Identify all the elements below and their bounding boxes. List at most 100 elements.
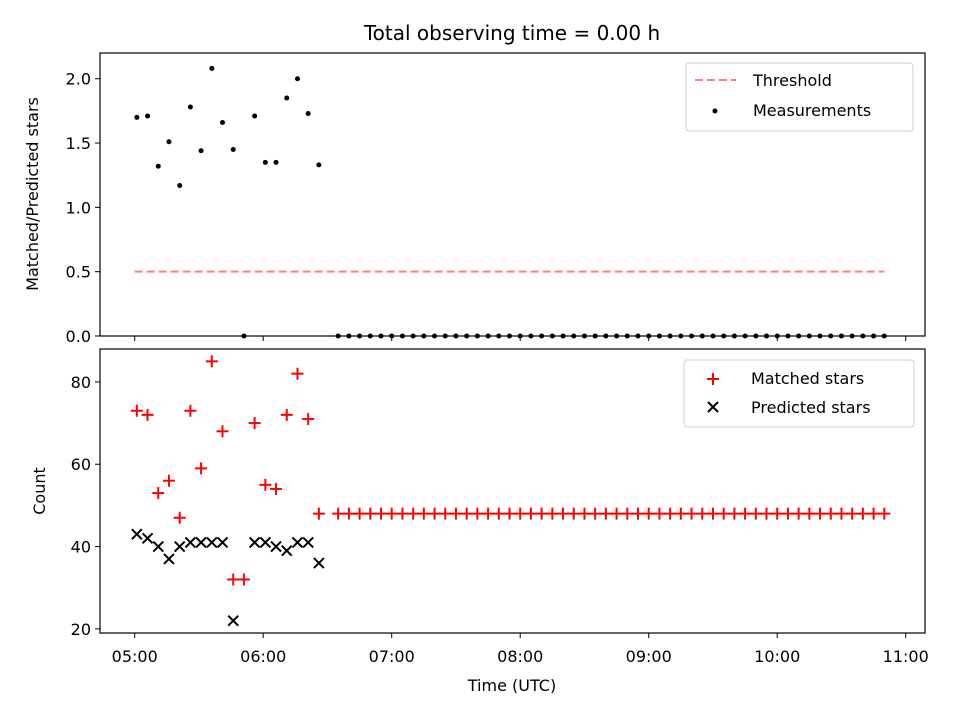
measurement-point	[614, 333, 620, 339]
ratio-y-tick-label: 2.0	[66, 70, 91, 89]
measurement-point	[785, 333, 791, 339]
measurement-point	[635, 333, 641, 339]
ratio-legend: Threshold Measurements	[685, 62, 914, 132]
measurement-point	[603, 333, 609, 339]
predicted-star-point	[206, 536, 218, 549]
measurement-point	[432, 333, 438, 339]
measurements-legend-swatch	[712, 108, 718, 114]
matched-star-point	[195, 462, 208, 475]
measurement-point	[721, 333, 727, 339]
count-plot-frame	[99, 348, 926, 634]
matched-star-point	[130, 404, 143, 417]
matched-star-point	[589, 507, 602, 520]
measurement-point	[817, 333, 823, 339]
matched-star-point	[460, 507, 473, 520]
measurement-point	[453, 333, 459, 339]
x-tick-label: 06:00	[240, 647, 286, 666]
measurement-point	[592, 333, 598, 339]
matched-star-point	[792, 507, 805, 520]
measurement-point	[560, 333, 566, 339]
measurement-point	[764, 333, 770, 339]
matched-star-point	[632, 507, 645, 520]
ratio-plot-frame	[99, 52, 926, 337]
matched-star-point	[856, 507, 869, 520]
measurement-point	[399, 333, 405, 339]
predicted-star-point	[281, 544, 293, 557]
measurement-point	[357, 333, 363, 339]
count-y-tick-label: 80	[71, 373, 91, 392]
matched-star-point	[846, 507, 859, 520]
predicted-star-point	[141, 532, 154, 545]
matched-star-point	[364, 507, 377, 520]
predicted-star-point	[259, 536, 272, 549]
x-tick-label: 05:00	[112, 647, 158, 666]
matched-star-point	[781, 507, 794, 520]
matched-star-point	[312, 507, 325, 520]
measurement-point	[678, 333, 684, 339]
predicted-star-point	[302, 536, 314, 549]
ratio-y-tick-label: 0.5	[66, 263, 91, 282]
predicted-star-point	[195, 536, 207, 549]
matched-star-point	[162, 474, 175, 487]
count-y-axis: 20 40 60 80	[71, 373, 100, 639]
matched-star-point	[878, 507, 891, 520]
measurement-point	[507, 333, 513, 339]
measurement-point	[367, 333, 373, 339]
matched-star-point	[524, 507, 537, 520]
measurement-point	[571, 333, 577, 339]
measurement-point	[220, 119, 226, 125]
measurement-point	[881, 333, 887, 339]
measurement-point	[838, 333, 844, 339]
matched-star-point	[482, 507, 495, 520]
matched-star-point	[835, 507, 848, 520]
count-legend-box	[683, 359, 915, 428]
measurement-point	[284, 95, 290, 101]
matched-legend-swatch	[707, 373, 719, 385]
measurement-point	[166, 139, 172, 145]
measurement-point	[731, 333, 737, 339]
measurement-point	[646, 333, 652, 339]
count-x-axis: 05:00 06:00 07:00 08:00 09:00 10:00 11:00	[112, 633, 929, 666]
ratio-y-tick-label: 0.0	[66, 327, 91, 346]
matched-star-point	[664, 507, 677, 520]
predicted-star-point	[270, 540, 282, 553]
matched-star-point	[342, 507, 355, 520]
matched-star-point	[514, 507, 527, 520]
measurement-point	[252, 113, 258, 119]
predicted-legend-swatch	[707, 401, 719, 413]
measurement-point	[753, 333, 759, 339]
threshold-legend-label: Threshold	[752, 71, 832, 90]
matched-star-point	[280, 408, 293, 421]
measurement-point	[828, 333, 834, 339]
measurement-point	[742, 333, 748, 339]
measurement-point	[624, 333, 630, 339]
measurement-point	[421, 333, 427, 339]
predicted-star-point	[152, 540, 164, 553]
matched-star-point	[428, 507, 441, 520]
x-tick-label: 09:00	[626, 647, 672, 666]
matched-star-point	[771, 507, 784, 520]
matched-star-point	[610, 507, 623, 520]
predicted-star-point	[216, 536, 229, 549]
predicted-star-point	[248, 536, 261, 549]
matched-star-point	[685, 507, 698, 520]
matched-star-point	[173, 511, 186, 524]
measurement-point	[378, 333, 384, 339]
matched-star-point	[374, 507, 387, 520]
predicted-star-point	[163, 553, 175, 565]
measurement-point	[581, 333, 587, 339]
ratio-y-tick-label: 1.0	[66, 198, 91, 217]
count-legend: Matched stars Predicted stars	[683, 359, 915, 428]
measurement-point	[796, 333, 802, 339]
matched-star-point	[749, 507, 762, 520]
matched-star-point	[227, 573, 240, 586]
measurement-point	[528, 333, 534, 339]
measurement-point	[774, 333, 780, 339]
matched-star-point	[621, 507, 634, 520]
x-tick-label: 10:00	[754, 647, 800, 666]
ratio-y-axis-title: Matched/Predicted stars	[23, 97, 42, 291]
measurement-point	[155, 163, 161, 169]
measurement-point	[474, 333, 480, 339]
predicted-star-point	[291, 536, 304, 549]
